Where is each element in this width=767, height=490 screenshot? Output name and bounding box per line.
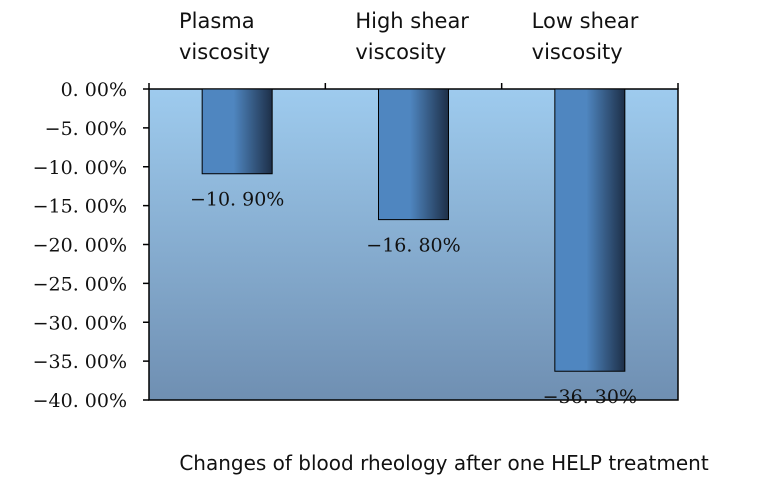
data-label: −16. 80% xyxy=(366,235,460,257)
y-tick-label: −40. 00% xyxy=(33,390,127,412)
y-tick-label: −5. 00% xyxy=(45,118,127,140)
bar xyxy=(554,88,626,372)
bar xyxy=(201,88,273,175)
category-labels: Plasma viscosity High shear viscosity Low sh… xyxy=(179,9,639,64)
y-axis: 0. 00% −5. 00% −10. 00% −15. 00% −20. 00% −25… xyxy=(33,79,149,412)
data-labels: −10. 90% −16. 80% −36. 30% xyxy=(190,189,637,408)
y-tick-label: −10. 00% xyxy=(33,157,127,179)
y-tick-label: −35. 00% xyxy=(33,351,127,373)
category-label: Low shear viscosity xyxy=(532,9,639,64)
x-axis-label: Changes of blood rheology after one HELP… xyxy=(179,451,709,475)
data-label: −36. 30% xyxy=(543,386,637,408)
y-tick-label: −20. 00% xyxy=(33,235,127,257)
bar xyxy=(378,88,449,221)
y-tick-label: −15. 00% xyxy=(33,196,127,218)
bars xyxy=(201,88,626,372)
category-label: High shear viscosity xyxy=(355,9,469,64)
data-label: −10. 90% xyxy=(190,189,284,211)
category-label: Plasma viscosity xyxy=(179,9,270,64)
y-tick-label: −30. 00% xyxy=(33,312,127,334)
y-tick-label: −25. 00% xyxy=(33,273,127,295)
y-tick-label: 0. 00% xyxy=(61,79,127,101)
category-ticks xyxy=(148,83,679,89)
